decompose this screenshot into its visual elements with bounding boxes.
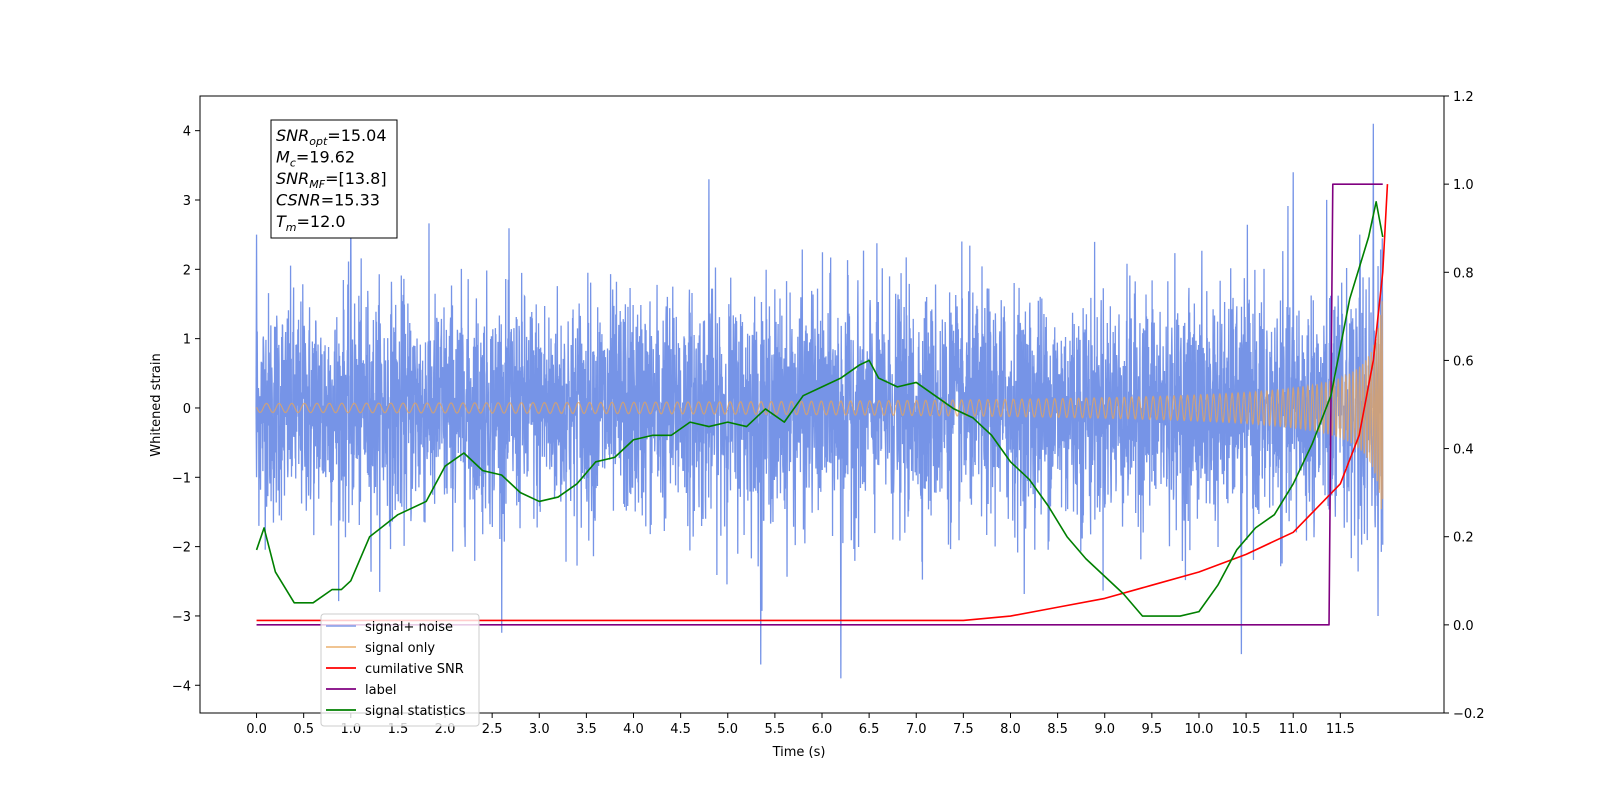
- x-tick-label: 4.0: [623, 722, 644, 737]
- annotation-line: Mc=19.62: [276, 148, 355, 170]
- x-tick-label: 9.0: [1094, 722, 1115, 737]
- y2-tick-label: 0.2: [1453, 531, 1474, 546]
- x-tick-label: 4.5: [670, 722, 691, 737]
- y2-tick-label: 1.2: [1453, 90, 1474, 105]
- x-tick-label: 3.0: [529, 722, 550, 737]
- y2-tick-label: 0.6: [1453, 354, 1474, 369]
- x-tick-label: 7.5: [953, 722, 974, 737]
- x-tick-label: 9.5: [1142, 722, 1163, 737]
- x-tick-label: 7.0: [906, 722, 927, 737]
- annotation-line: CSNR=15.33: [276, 191, 380, 210]
- legend-label: signal statistics: [365, 704, 466, 719]
- legend-label: signal+ noise: [365, 620, 453, 635]
- y2-tick-label: 0.0: [1453, 619, 1474, 634]
- y-tick-label: 2: [183, 263, 191, 278]
- x-tick-label: 8.5: [1047, 722, 1068, 737]
- x-tick-label: 3.5: [576, 722, 597, 737]
- x-tick-label: 11.0: [1279, 722, 1308, 737]
- series-signal-noise: [255, 123, 1384, 679]
- legend-label: signal only: [365, 641, 435, 656]
- y2-tick-label: 1.0: [1453, 178, 1474, 193]
- y-tick-label: 3: [183, 194, 191, 209]
- y2-tick-label: −0.2: [1453, 707, 1485, 722]
- snr-annotation-box: SNRopt=15.04Mc=19.62SNRMF=[13.8]CSNR=15.…: [270, 119, 398, 239]
- y-tick-label: 1: [183, 333, 191, 348]
- annotation-line: SNRopt=15.04: [276, 126, 387, 148]
- x-axis-label: Time (s): [772, 745, 826, 760]
- x-tick-label: 2.5: [482, 722, 503, 737]
- y-tick-label: −3: [172, 610, 191, 625]
- x-tick-label: 11.5: [1326, 722, 1355, 737]
- series-label: [256, 183, 1383, 626]
- x-tick-label: 0.0: [246, 722, 267, 737]
- legend-frame: [320, 613, 480, 727]
- x-tick-label: 0.5: [293, 722, 314, 737]
- annotation-frame: [270, 119, 398, 239]
- legend-label: cumilative SNR: [365, 662, 464, 677]
- x-tick-label: 6.5: [859, 722, 880, 737]
- legend-label: label: [365, 683, 396, 698]
- y-tick-label: 0: [183, 402, 191, 417]
- series-cumulative-snr: [256, 184, 1389, 622]
- y2-tick-label: 0.4: [1453, 443, 1474, 458]
- legend: signal+ noise signal only cumilative SNR la…: [320, 613, 480, 727]
- x-tick-label: 8.0: [1000, 722, 1021, 737]
- y-tick-label: −4: [172, 679, 191, 694]
- x-tick-label: 5.5: [765, 722, 786, 737]
- series-signal-only: [256, 301, 1384, 510]
- y-tick-label: 4: [183, 125, 191, 140]
- series-signal-statistics: [255, 200, 1384, 617]
- x-tick-label: 5.0: [717, 722, 738, 737]
- annotation-line: SNRMF=[13.8]: [276, 169, 387, 191]
- x-tick-label: 6.0: [812, 722, 833, 737]
- y-tick-label: −1: [172, 471, 191, 486]
- x-tick-label: 10.5: [1232, 722, 1261, 737]
- series-layer: [255, 123, 1389, 679]
- x-tick-label: 10.0: [1184, 722, 1213, 737]
- y2-tick-label: 0.8: [1453, 266, 1474, 281]
- annotation-line: Tm=12.0: [276, 212, 346, 234]
- y-tick-label: −2: [172, 541, 191, 556]
- y-axis-label: Whitened strain: [149, 353, 164, 456]
